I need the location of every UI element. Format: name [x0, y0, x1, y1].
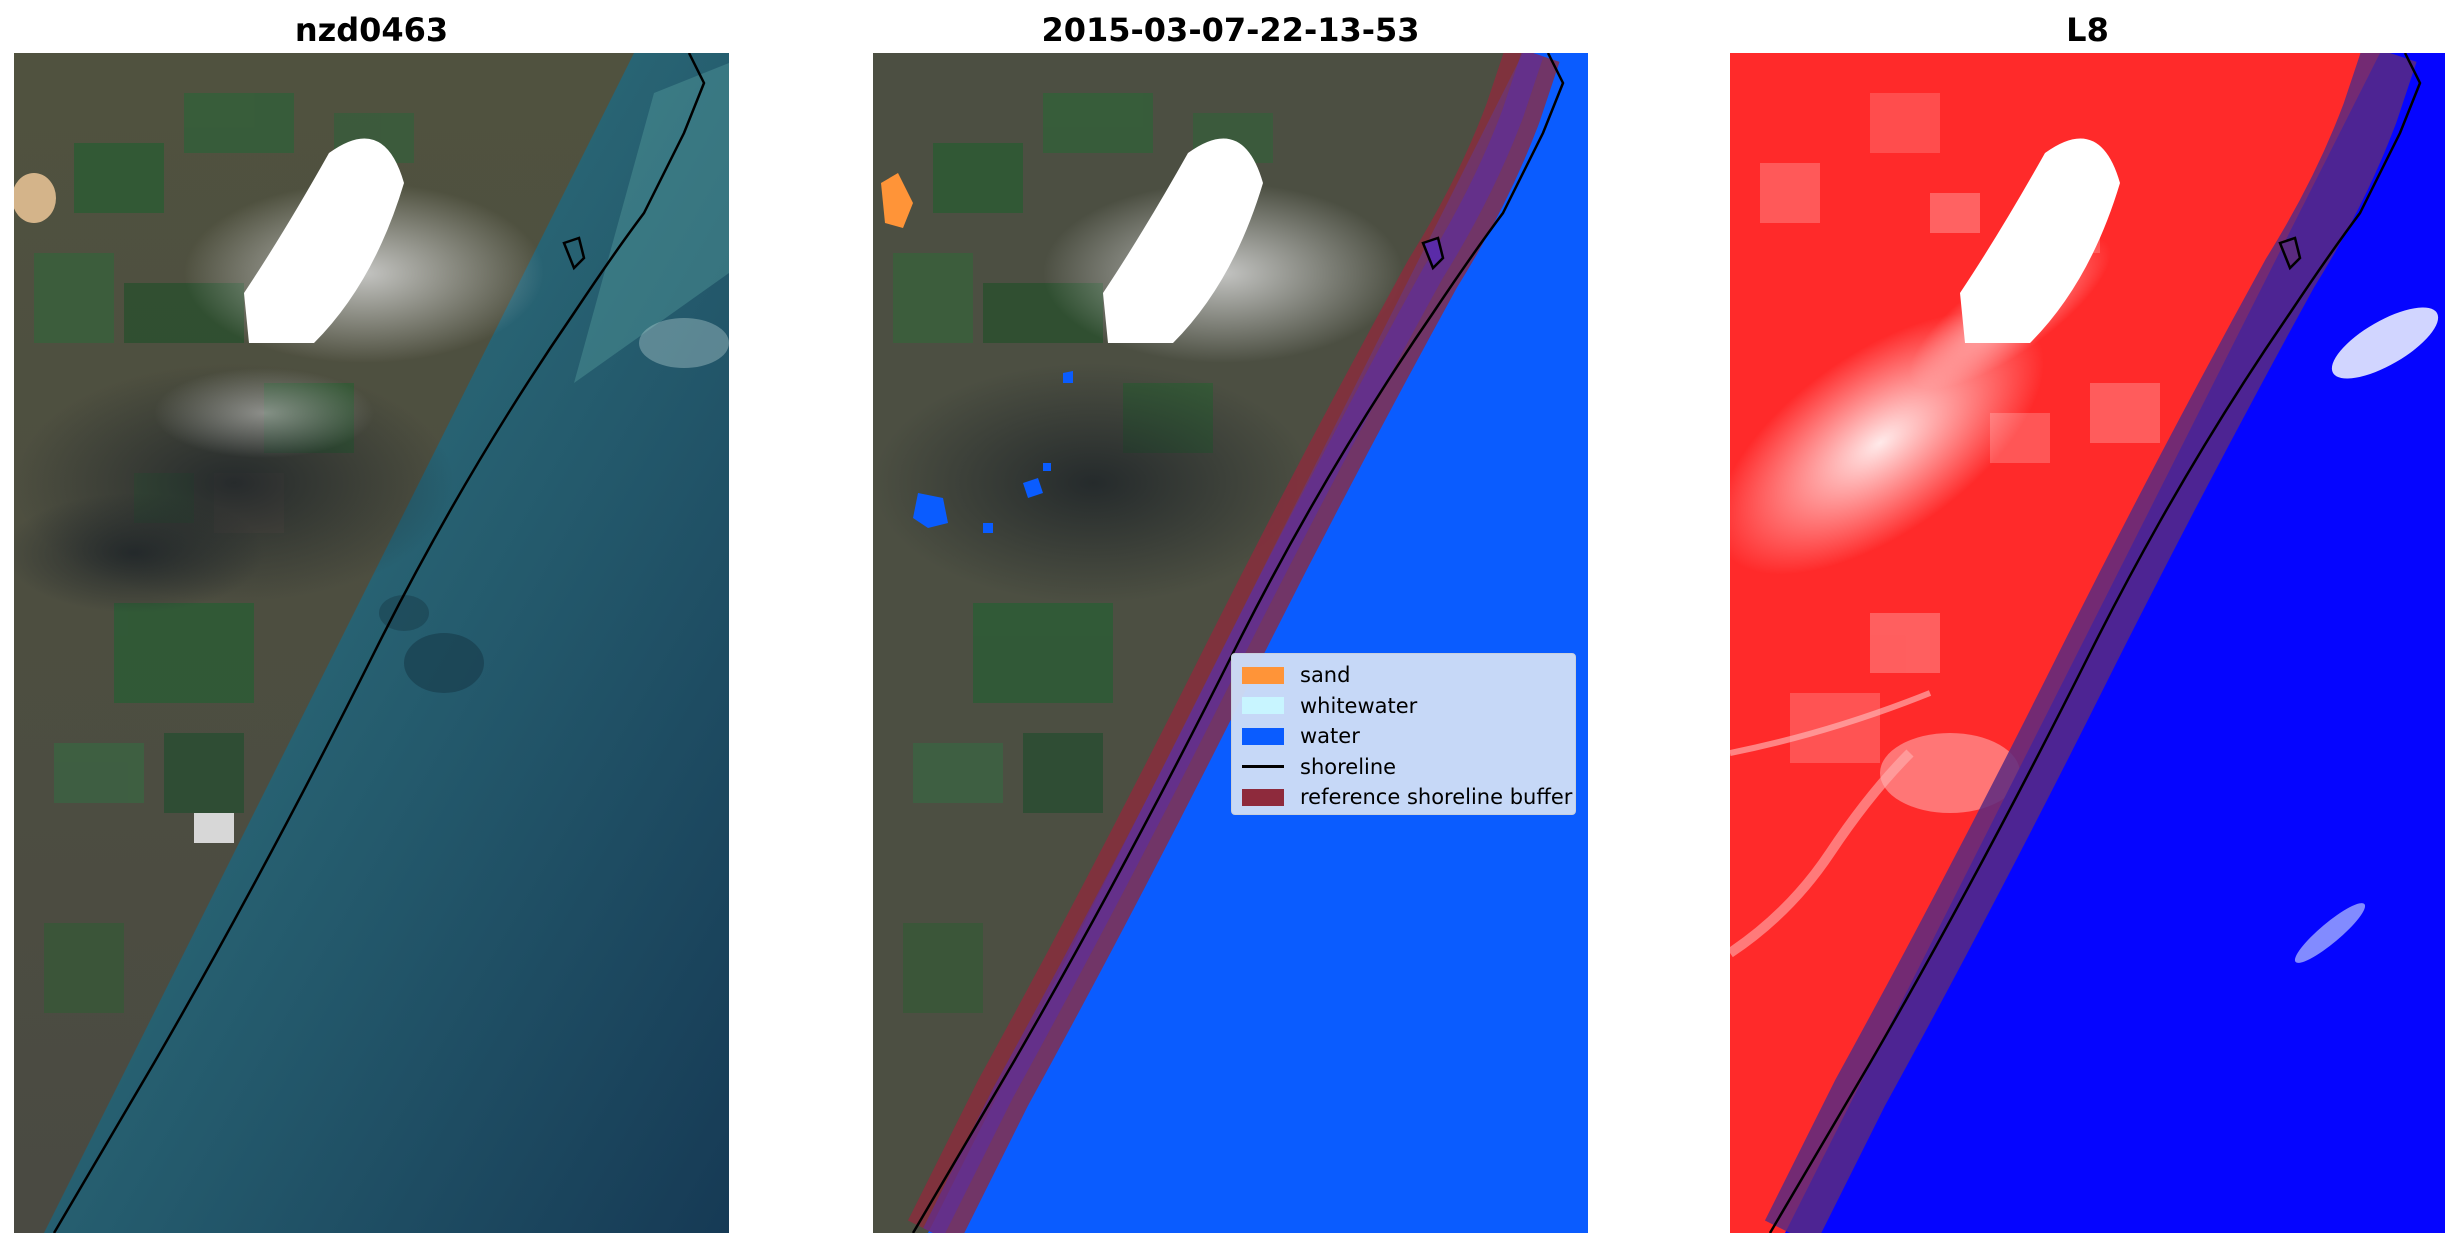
sand-patch	[881, 173, 913, 228]
legend-item-shoreline: shoreline	[1242, 752, 1565, 783]
shoreline-line	[911, 53, 1565, 1233]
panel-title-rgb: nzd0463	[294, 11, 449, 49]
cloud-mask	[244, 138, 404, 343]
sand-swatch	[1242, 666, 1284, 684]
legend-item-whitewater: whitewater	[1242, 691, 1565, 722]
panel-title-classified: 2015-03-07-22-13-53	[1041, 11, 1420, 49]
rgb-image	[14, 53, 729, 1233]
rgb-image-panel	[14, 53, 729, 1233]
legend-label: reference shoreline buffer	[1300, 785, 1573, 810]
legend-label: water	[1300, 724, 1360, 749]
classified-image-panel	[873, 53, 1588, 1233]
classified-image	[873, 53, 1588, 1233]
water-swatch	[1242, 727, 1284, 745]
legend-label: sand	[1300, 663, 1351, 688]
legend-label: shoreline	[1300, 754, 1397, 779]
whitewater-swatch	[1242, 697, 1284, 715]
legend-item-water: water	[1242, 721, 1565, 752]
l8-image	[1730, 53, 2445, 1233]
buffer-swatch	[1242, 788, 1284, 806]
shoreline-line	[52, 53, 706, 1233]
legend-item-buffer: reference shoreline buffer	[1242, 782, 1572, 813]
legend-label: whitewater	[1300, 693, 1418, 718]
shoreline-swatch	[1242, 758, 1284, 775]
l8-image-panel	[1730, 53, 2445, 1233]
legend-item-sand: sand	[1242, 660, 1565, 691]
legend: sand whitewater water shoreline referenc…	[1231, 653, 1576, 815]
panel-title-l8: L8	[2066, 11, 2109, 49]
shoreline-line	[1768, 53, 2422, 1233]
